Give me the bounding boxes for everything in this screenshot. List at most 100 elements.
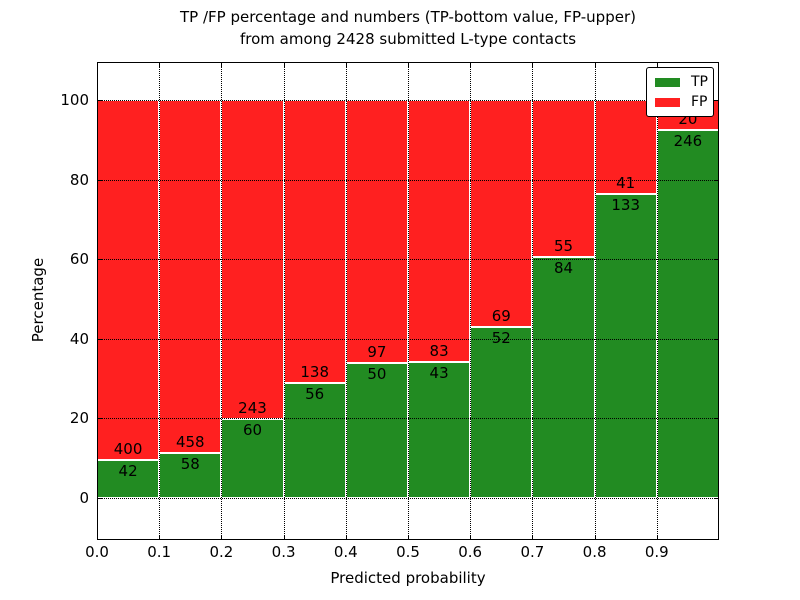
y-tick-label: 20	[69, 409, 89, 428]
x-tick-label: 0.7	[520, 543, 545, 561]
y-tick-mark-right	[714, 418, 719, 420]
bar-count-label-tp: 58	[180, 455, 200, 474]
bar-segment-tp	[345, 362, 408, 498]
x-tick-label: 0.5	[396, 543, 420, 561]
bar-segment-tp	[532, 257, 595, 498]
x-tick-mark	[408, 535, 409, 540]
x-tick-mark-top	[656, 62, 658, 67]
y-tick-label: 0	[79, 489, 89, 507]
legend-item-tp: TP	[647, 72, 713, 92]
y-tick-label: 40	[69, 329, 89, 348]
y-tick-mark	[97, 498, 102, 499]
legend-swatch-tp	[655, 77, 680, 87]
x-tick-mark-top	[97, 62, 98, 67]
y-tick-mark	[97, 338, 102, 340]
gridline-vertical	[345, 62, 347, 540]
x-tick-label: 0.8	[582, 543, 607, 561]
x-tick-mark	[345, 535, 347, 540]
gridline-vertical	[159, 62, 161, 540]
gridline-vertical	[594, 62, 596, 540]
bar-segment-tp	[159, 453, 222, 498]
y-tick-label: 100	[60, 91, 89, 109]
bar-count-label-tp: 133	[611, 195, 640, 214]
x-tick-label: 0.3	[271, 543, 296, 561]
y-tick-mark-right	[714, 498, 719, 499]
gridline-horizontal	[97, 259, 719, 261]
x-tick-mark	[532, 535, 534, 540]
y-tick-mark	[97, 418, 102, 420]
bar-segment-fp	[470, 100, 533, 327]
gridline-vertical	[470, 62, 472, 540]
x-tick-mark-top	[221, 62, 223, 67]
y-tick-mark	[97, 179, 102, 181]
bar-count-label-fp: 243	[238, 399, 267, 418]
x-tick-mark	[221, 535, 223, 540]
gridline-horizontal	[97, 179, 719, 181]
x-tick-mark-top	[283, 62, 285, 67]
x-tick-mark	[159, 535, 161, 540]
chart-title: TP /FP percentage and numbers (TP-bottom…	[97, 6, 719, 50]
bar-segment-tp	[594, 193, 657, 498]
bar-segment-tp	[470, 326, 533, 498]
bar-count-label-fp: 97	[367, 342, 387, 361]
x-tick-label: 0.9	[644, 543, 669, 561]
bar-segment-tp	[283, 383, 346, 498]
bar-count-label-tp: 84	[553, 259, 574, 278]
bar-segment-tp	[408, 362, 471, 498]
legend-label-fp: FP	[691, 94, 708, 110]
bar-segment-fp	[345, 100, 408, 363]
bar-segment-fp	[97, 100, 160, 461]
bar-segment-fp	[159, 100, 222, 454]
legend-label-tp: TP	[691, 74, 708, 90]
x-tick-mark-top	[532, 62, 534, 67]
bar-count-label-fp: 55	[553, 237, 574, 256]
bar-count-label-tp: 52	[491, 328, 511, 347]
bar-segment-fp	[408, 100, 471, 363]
legend-item-fp: FP	[647, 92, 713, 112]
bar-segment-tp	[221, 419, 284, 498]
bar-count-label-fp: 400	[113, 440, 143, 459]
bar-count-label-tp: 43	[429, 364, 449, 383]
gridline-horizontal	[97, 338, 719, 340]
bar-count-label-tp: 50	[367, 364, 387, 383]
bar-count-label-fp: 458	[175, 433, 205, 452]
y-tick-mark-right	[714, 100, 719, 101]
x-axis-label: Predicted probability	[330, 569, 486, 587]
y-tick-mark	[97, 100, 102, 101]
gridline-vertical	[656, 62, 658, 540]
gridline-vertical	[221, 62, 223, 540]
y-axis-label: Percentage	[29, 257, 47, 343]
x-tick-mark-top	[345, 62, 347, 67]
x-tick-mark	[656, 535, 658, 540]
x-tick-mark-top	[159, 62, 161, 67]
y-tick-mark-right	[714, 179, 719, 181]
y-tick-mark-right	[714, 259, 719, 261]
x-tick-mark-top	[408, 62, 409, 67]
bar-segment-tp	[656, 129, 719, 498]
bar-count-label-tp: 42	[118, 462, 138, 481]
x-tick-label: 0.6	[458, 543, 483, 561]
gridline-horizontal	[97, 418, 719, 420]
gridline-horizontal	[97, 498, 719, 499]
x-tick-mark-top	[470, 62, 472, 67]
x-tick-label: 0.2	[209, 543, 234, 561]
y-tick-mark-right	[714, 338, 719, 340]
x-tick-label: 0.1	[147, 543, 172, 561]
chart-title-line2: from among 2428 submitted L-type contact…	[239, 30, 577, 48]
y-tick-mark	[97, 259, 102, 261]
legend: TP FP	[646, 67, 714, 117]
bar-count-label-fp: 69	[491, 306, 511, 325]
x-tick-mark	[97, 535, 98, 540]
x-tick-mark	[470, 535, 472, 540]
gridline-vertical	[283, 62, 285, 540]
x-tick-label: 0.0	[85, 543, 109, 561]
x-tick-label: 0.4	[333, 543, 358, 561]
y-tick-label: 80	[69, 170, 89, 189]
bar-segment-fp	[283, 100, 346, 384]
bar-count-label-tp: 60	[242, 421, 263, 440]
x-tick-mark	[594, 535, 596, 540]
gridline-vertical	[532, 62, 534, 540]
plot-area: 400 42 458 58 243 60 138 56 97 50 83 43 69 52 55 84 41 13…	[97, 62, 719, 540]
x-tick-mark	[283, 535, 285, 540]
